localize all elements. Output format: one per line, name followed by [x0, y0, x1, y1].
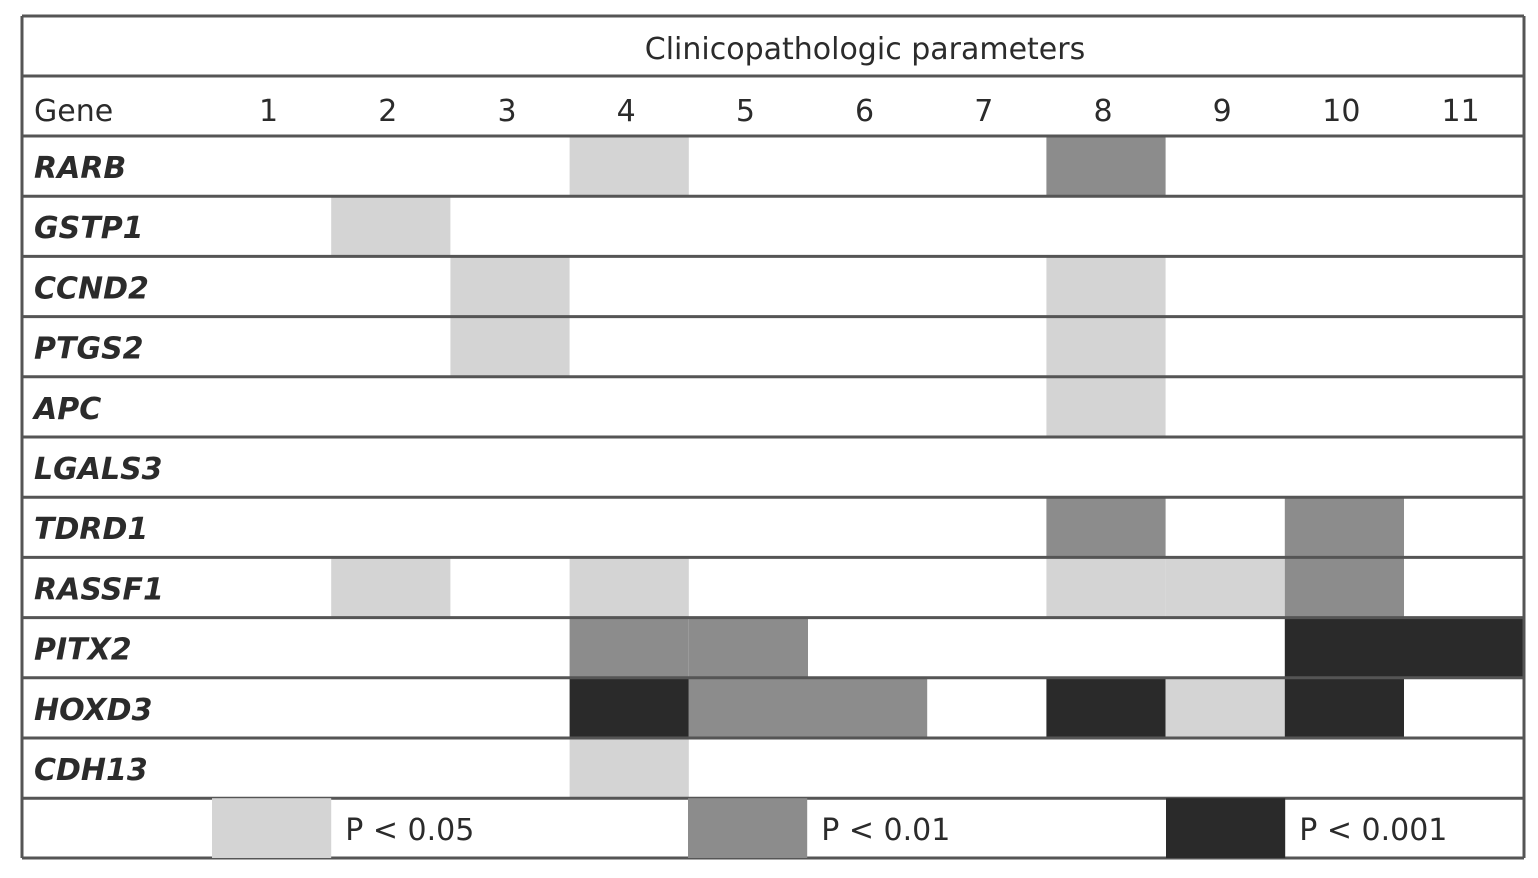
heatmap-cell	[1046, 677, 1166, 738]
column-label: 1	[259, 94, 278, 129]
column-label: 9	[1213, 94, 1232, 129]
row-header-label: Gene	[34, 94, 113, 129]
heatmap-cell	[1046, 376, 1166, 437]
row-label: PITX2	[34, 633, 132, 668]
heatmap-cell	[450, 256, 570, 317]
heatmap-cell	[1284, 677, 1404, 738]
heatmap-cell	[1046, 497, 1166, 558]
heatmap-cell	[331, 196, 451, 257]
heatmap-cell	[688, 617, 808, 678]
legend-swatch	[688, 798, 808, 858]
row-label: HOXD3	[34, 693, 152, 728]
chart-title: Clinicopathologic parameters	[645, 32, 1085, 67]
heatmap-cell	[569, 677, 689, 738]
heatmap-cell	[1046, 256, 1166, 317]
row-label: TDRD1	[34, 512, 148, 547]
heatmap-cell	[1046, 316, 1166, 377]
heatmap-cell	[331, 557, 451, 618]
legend-label: P < 0.001	[1299, 813, 1447, 848]
column-label: 2	[378, 94, 397, 129]
row-label: CDH13	[34, 753, 148, 788]
row-labels: RARB GSTP1 CCND2 PTGS2 APC LGALS3 TDRD1 RASSF1 P…	[32, 151, 164, 788]
row-label: APC	[32, 392, 101, 427]
heatmap-cells	[331, 136, 1524, 799]
heatmap-cell	[1046, 136, 1166, 197]
row-label: GSTP1	[34, 211, 144, 246]
heatmap-cell	[1284, 617, 1404, 678]
column-label: 7	[974, 94, 993, 129]
row-label: RASSF1	[34, 572, 164, 607]
legend: P < 0.05 P < 0.01 P < 0.001	[212, 798, 1447, 858]
heatmap-cell	[688, 677, 808, 738]
row-label: LGALS3	[34, 452, 163, 487]
column-label: 6	[855, 94, 874, 129]
heatmap-cell	[569, 617, 689, 678]
row-label: RARB	[34, 151, 126, 186]
column-label: 10	[1322, 94, 1360, 129]
legend-label: P < 0.05	[345, 813, 474, 848]
heatmap-cell	[1284, 557, 1404, 618]
legend-swatch	[1166, 798, 1286, 858]
column-label: 3	[497, 94, 516, 129]
legend-label: P < 0.01	[821, 813, 950, 848]
column-label: 8	[1093, 94, 1112, 129]
column-labels: 1 2 3 4 5 6 7 8 9 10 11	[259, 94, 1480, 129]
heatmap-cell	[569, 136, 689, 197]
row-label: PTGS2	[34, 332, 144, 367]
heatmap-cell	[1404, 617, 1524, 678]
heatmap-cell	[569, 557, 689, 618]
heatmap-cell	[1284, 497, 1404, 558]
heatmap-cell	[808, 677, 928, 738]
heatmap-cell	[450, 316, 570, 377]
column-label: 4	[617, 94, 636, 129]
legend-swatch	[212, 798, 332, 858]
heatmap-cell	[569, 738, 689, 799]
column-label: 5	[736, 94, 755, 129]
column-label: 11	[1442, 94, 1480, 129]
heatmap-cell	[1165, 557, 1285, 618]
row-label: CCND2	[34, 271, 149, 306]
heatmap-cell	[1046, 557, 1166, 618]
heatmap-cell	[1165, 677, 1285, 738]
